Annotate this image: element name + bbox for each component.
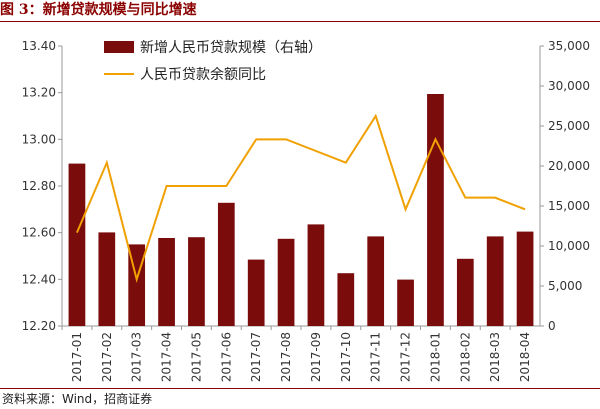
bar (277, 238, 295, 326)
left-tick-label: 13.40 (22, 39, 56, 53)
bar (307, 224, 325, 326)
x-tick-label: 2018-02 (458, 332, 472, 382)
left-tick-label: 13.00 (22, 132, 56, 146)
x-tick-label: 2017-04 (160, 332, 174, 382)
bar (486, 236, 504, 326)
left-tick-label: 13.20 (22, 86, 56, 100)
combo-chart: 12.20 12.40 12.60 12.80 13.00 13.20 13.40 0 5,00… (22, 39, 590, 382)
right-tick-label: 5,000 (548, 279, 582, 293)
right-tick-label: 30,000 (548, 79, 590, 93)
x-tick-label: 2017-02 (100, 332, 114, 382)
x-tick-label: 2017-07 (249, 332, 263, 382)
bar (456, 258, 474, 326)
legend-label-line: 人民币贷款余额同比 (140, 66, 266, 83)
line-series (76, 113, 526, 283)
bar-series (68, 94, 534, 326)
title-divider (0, 21, 600, 22)
bar (516, 231, 534, 326)
left-tick-label: 12.40 (22, 272, 56, 286)
chart-axes: 12.20 12.40 12.60 12.80 13.00 13.20 13.40 0 5,00… (22, 39, 590, 382)
bar (247, 259, 265, 326)
x-tick-label: 2017-12 (399, 332, 413, 382)
bar (217, 202, 235, 326)
bar (337, 273, 355, 326)
figure-title: 图 3：新增贷款规模与同比增速 (0, 2, 197, 18)
chart-legend: 新增人民币贷款规模（右轴） 人民币贷款余额同比 (104, 40, 322, 83)
x-tick-label: 2017-08 (279, 332, 293, 382)
x-tick-label: 2018-03 (488, 332, 502, 382)
legend-label-bar: 新增人民币贷款规模（右轴） (140, 40, 322, 56)
left-tick-label: 12.20 (22, 319, 56, 333)
right-tick-label: 25,000 (548, 119, 590, 133)
bar (68, 163, 86, 326)
bar (188, 237, 205, 326)
x-tick-label: 2018-04 (518, 332, 532, 382)
x-tick-label: 2017-11 (369, 332, 383, 382)
x-tick-label: 2017-03 (130, 332, 144, 382)
bar (427, 94, 444, 326)
legend-swatch-bar (104, 41, 134, 53)
right-tick-label: 35,000 (548, 39, 590, 53)
x-tick-label: 2017-01 (70, 332, 84, 382)
line-path (76, 113, 526, 283)
x-tick-label: 2017-06 (219, 332, 233, 382)
x-tick-label: 2017-05 (189, 332, 203, 382)
bar (158, 238, 175, 326)
x-tick-label: 2017-09 (309, 332, 323, 382)
right-tick-label: 0 (548, 319, 556, 333)
source-note: 资料来源：Wind，招商证券 (2, 392, 153, 406)
left-tick-label: 12.80 (22, 179, 56, 193)
x-tick-label: 2017-10 (339, 332, 353, 382)
x-tick-label: 2018-01 (428, 332, 442, 382)
right-tick-label: 10,000 (548, 239, 590, 253)
bar (397, 279, 414, 326)
left-tick-label: 12.60 (22, 226, 56, 240)
right-tick-label: 20,000 (548, 159, 590, 173)
right-tick-label: 15,000 (548, 199, 590, 213)
bar (367, 236, 385, 326)
bar (98, 232, 116, 326)
source-divider (0, 388, 600, 389)
